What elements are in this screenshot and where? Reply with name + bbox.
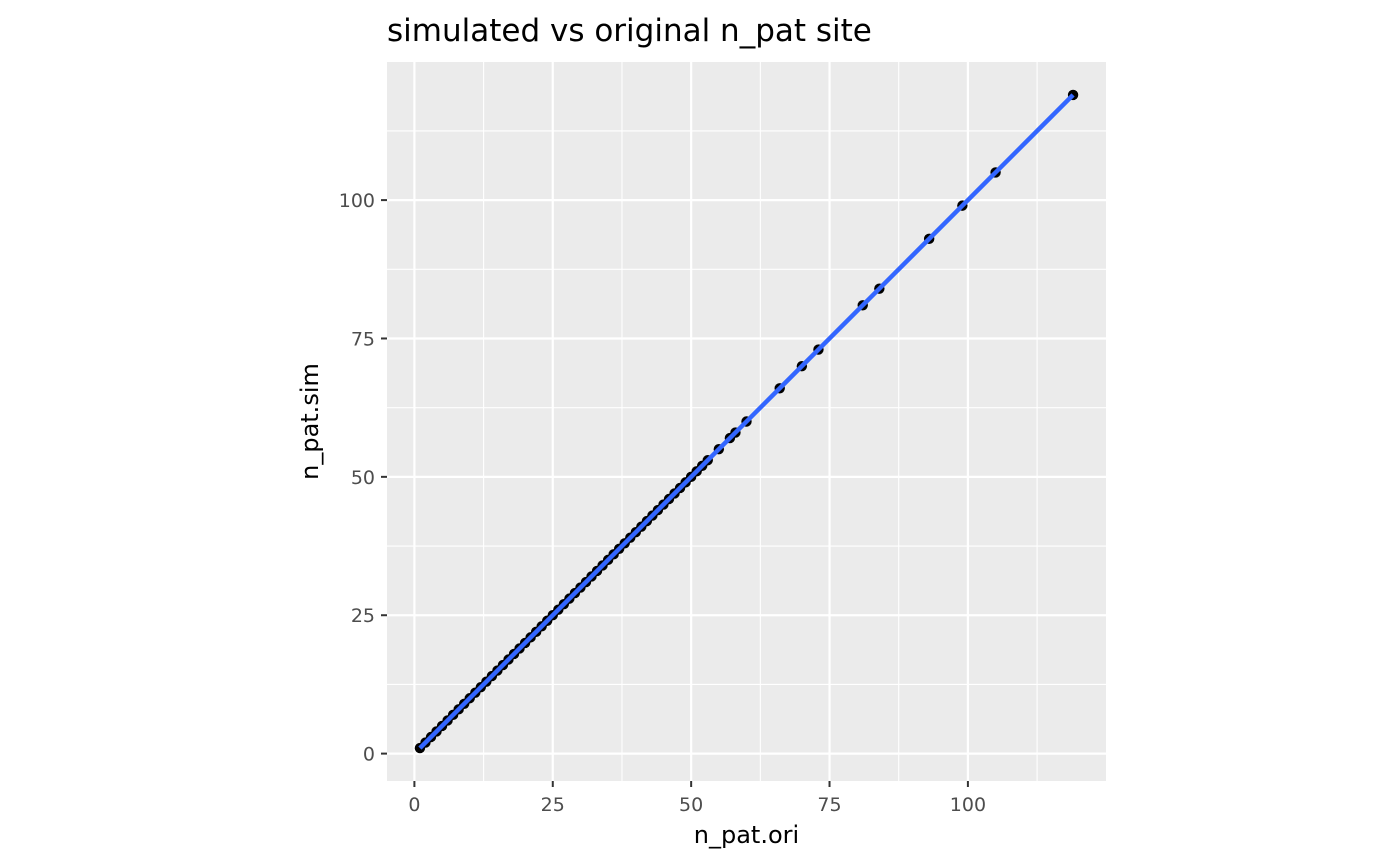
fit-line-layer: [418, 93, 1075, 750]
x-tick-label: 75: [817, 794, 841, 816]
y-axis: 0 25 50 75 100: [339, 190, 387, 766]
x-axis: 0 25 50 75 100: [408, 781, 986, 816]
x-tick-label: 0: [408, 794, 420, 816]
y-axis-title: n_pat.sim: [296, 363, 324, 480]
x-tick-label: 100: [950, 794, 986, 816]
x-tick-label: 50: [679, 794, 703, 816]
chart-title: simulated vs original n_pat site: [387, 13, 872, 49]
x-tick-label: 25: [541, 794, 565, 816]
y-tick-label: 100: [339, 190, 375, 212]
y-tick-label: 75: [351, 328, 375, 350]
major-gridlines: [387, 62, 1106, 781]
y-tick-label: 0: [363, 744, 375, 766]
y-tick-label: 25: [351, 605, 375, 627]
fit-line: [418, 93, 1075, 750]
y-tick-label: 50: [351, 467, 375, 489]
minor-gridlines: [387, 62, 1106, 781]
x-axis-title: n_pat.ori: [694, 821, 799, 849]
